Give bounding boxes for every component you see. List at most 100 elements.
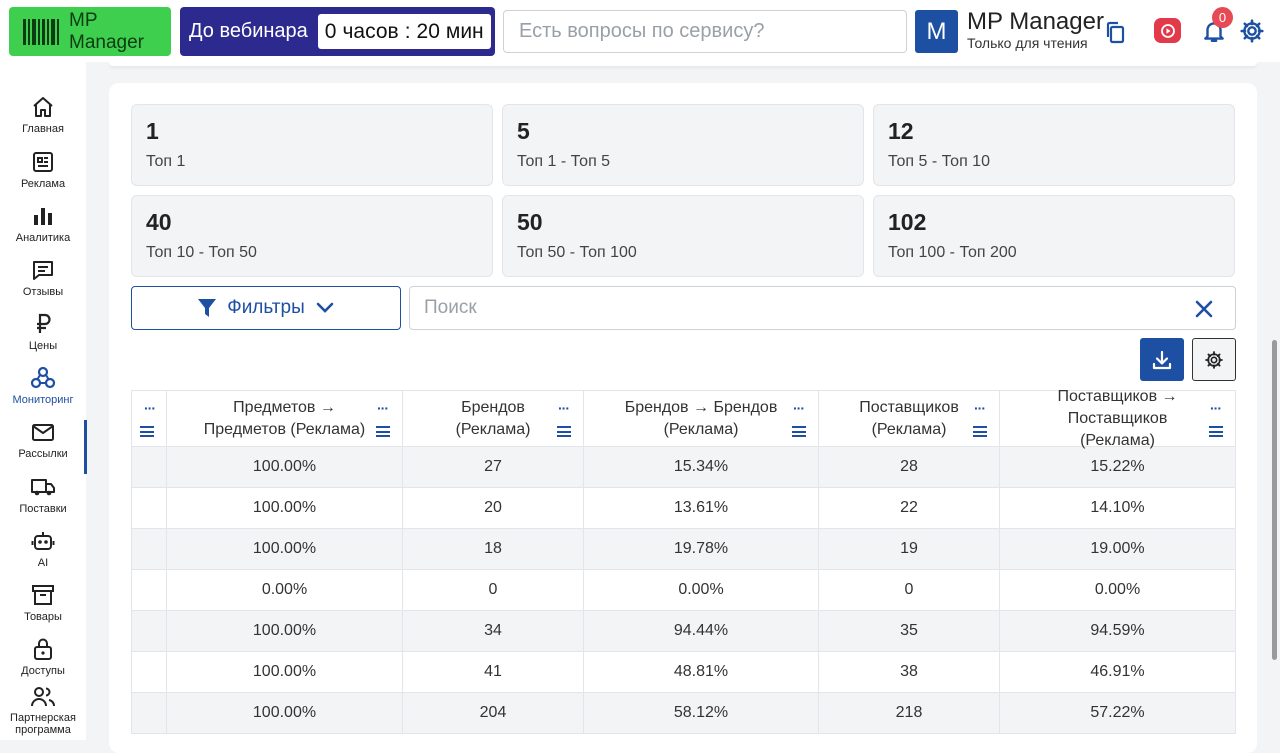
table-cell: 94.44%	[584, 611, 819, 651]
column-menu-icon[interactable]: ···	[558, 400, 570, 416]
table-cell: 41	[403, 652, 584, 692]
sidebar-item-reviews[interactable]: Отзывы	[0, 258, 86, 298]
sidebar-item-monitoring[interactable]: Мониторинг	[0, 366, 86, 406]
sidebar-item-ads[interactable]: Реклама	[0, 150, 86, 190]
chevron-down-icon	[316, 302, 334, 313]
reviews-icon	[33, 261, 53, 280]
table-cell: 100.00%	[167, 529, 403, 569]
lock-icon	[34, 638, 52, 660]
table-cell: 0	[819, 570, 1000, 610]
stat-card[interactable]: 102 Топ 100 - Топ 200	[873, 195, 1235, 277]
sidebar-item-products[interactable]: Товары	[0, 583, 86, 623]
table-cell: 28	[819, 447, 1000, 487]
table-cell: 100.00%	[167, 488, 403, 528]
table-cell: 15.34%	[584, 447, 819, 487]
table-row[interactable]: 100.00% 204 58.12% 218 57.22%	[132, 693, 1235, 734]
avatar[interactable]: M	[915, 10, 958, 53]
table-row[interactable]: 100.00% 41 48.81% 38 46.91%	[132, 652, 1235, 693]
sidebar-item-label: Мониторинг	[12, 394, 74, 406]
sidebar-item-home[interactable]: Главная	[0, 95, 86, 135]
table-cell: 48.81%	[584, 652, 819, 692]
filters-label: Фильтры	[227, 297, 305, 318]
gear-icon[interactable]	[1239, 18, 1265, 44]
webinar-countdown[interactable]: До вебинара 0 часов : 20 мин	[180, 7, 495, 56]
stat-value: 12	[888, 118, 914, 144]
sidebar-item-label: AI	[37, 557, 49, 569]
column-menu-icon[interactable]: ···	[974, 400, 986, 416]
truck-icon	[31, 479, 55, 496]
logo-button[interactable]: MP Manager	[9, 7, 171, 56]
sidebar-item-label: Цены	[28, 340, 58, 352]
sidebar-item-analytics[interactable]: Аналитика	[0, 204, 86, 244]
partners-icon	[31, 687, 56, 707]
table-cell: 22	[819, 488, 1000, 528]
table-header-cell[interactable]: Поставщиков (Реклама) ···	[819, 391, 1000, 446]
home-icon	[33, 97, 53, 117]
row-index-cell	[132, 447, 167, 487]
sidebar-item-mailings[interactable]: Рассылки	[0, 420, 86, 460]
stat-value: 50	[517, 209, 543, 235]
column-menu-icon[interactable]: ···	[1210, 400, 1222, 416]
menu-icon[interactable]	[1209, 426, 1223, 440]
table-row[interactable]: 0.00% 0 0.00% 0 0.00%	[132, 570, 1235, 611]
sidebar-item-prices[interactable]: Цены	[0, 312, 86, 352]
table-settings-button[interactable]	[1192, 338, 1236, 381]
table-row[interactable]: 100.00% 34 94.44% 35 94.59%	[132, 611, 1235, 652]
table-cell: 57.22%	[1090, 704, 1145, 721]
table-cell: 19	[819, 529, 1000, 569]
monitoring-icon	[30, 366, 56, 389]
stat-card[interactable]: 5 Топ 1 - Топ 5	[502, 104, 864, 186]
menu-icon[interactable]	[376, 426, 390, 440]
close-icon[interactable]	[1193, 298, 1215, 320]
sidebar-item-ai[interactable]: AI	[0, 529, 86, 569]
menu-icon[interactable]	[557, 426, 571, 440]
copy-icon[interactable]	[1103, 20, 1127, 44]
table-cell: 35	[819, 611, 1000, 651]
row-index-cell	[132, 611, 167, 651]
table-cell: 100.00%	[167, 611, 403, 651]
stat-label: Топ 100 - Топ 200	[888, 244, 1017, 261]
table-header-cell[interactable]: Брендов → Брендов (Реклама) ···	[584, 391, 819, 446]
sidebar-item-label: Поставки	[19, 503, 67, 515]
row-index-cell	[132, 529, 167, 569]
stat-label: Топ 1	[146, 153, 186, 170]
video-icon[interactable]	[1154, 18, 1181, 43]
table-row[interactable]: 100.00% 27 15.34% 28 15.22%	[132, 447, 1235, 488]
logo-label: MP Manager	[69, 9, 144, 53]
account-name[interactable]: MP Manager	[967, 8, 1104, 35]
webinar-timer: 0 часов : 20 мин	[317, 14, 491, 49]
table-header-cell[interactable]: Поставщиков → Поставщиков (Реклама) ···	[1000, 388, 1235, 449]
search-input[interactable]	[424, 297, 1164, 319]
sidebar-item-partners[interactable]: Партнерская программа	[0, 686, 86, 736]
data-table: ··· Предметов → Предметов (Реклама) ··· …	[131, 388, 1236, 734]
column-menu-icon[interactable]: ···	[144, 400, 156, 416]
table-header-cell[interactable]: Брендов (Реклама) ···	[403, 391, 584, 446]
sidebar-item-label: Главная	[22, 123, 64, 135]
menu-icon[interactable]	[140, 426, 154, 440]
scrollbar[interactable]	[1272, 340, 1277, 660]
help-search-input[interactable]	[503, 10, 907, 53]
table-header-cell[interactable]: Предметов → Предметов (Реклама) ···	[167, 391, 403, 446]
column-menu-icon[interactable]: ···	[793, 400, 805, 416]
stat-card[interactable]: 40 Топ 10 - Топ 50	[131, 195, 493, 277]
table-cell: 204	[403, 693, 584, 733]
table-cell: 0.00%	[1094, 581, 1141, 598]
stat-value: 102	[888, 209, 927, 235]
stat-card[interactable]: 1 Топ 1	[131, 104, 493, 186]
table-row[interactable]: 100.00% 20 13.61% 22 14.10%	[132, 488, 1235, 529]
table-row[interactable]: 100.00% 18 19.78% 19 19.00%	[132, 529, 1235, 570]
sidebar-item-supplies[interactable]: Поставки	[0, 475, 86, 515]
menu-icon[interactable]	[973, 426, 987, 440]
table-cell: 100.00%	[167, 652, 403, 692]
table-header: ··· Предметов → Предметов (Реклама) ··· …	[132, 388, 1235, 449]
column-menu-icon[interactable]: ···	[377, 400, 389, 416]
menu-icon[interactable]	[792, 426, 806, 440]
sidebar-item-access[interactable]: Доступы	[0, 637, 86, 677]
table-header-cell[interactable]: ···	[132, 391, 167, 446]
download-button[interactable]	[1140, 338, 1184, 381]
filters-button[interactable]: Фильтры	[131, 286, 401, 330]
gear-icon	[1205, 350, 1223, 369]
stat-card[interactable]: 12 Топ 5 - Топ 10	[873, 104, 1235, 186]
stat-card[interactable]: 50 Топ 50 - Топ 100	[502, 195, 864, 277]
search-box	[409, 286, 1236, 330]
